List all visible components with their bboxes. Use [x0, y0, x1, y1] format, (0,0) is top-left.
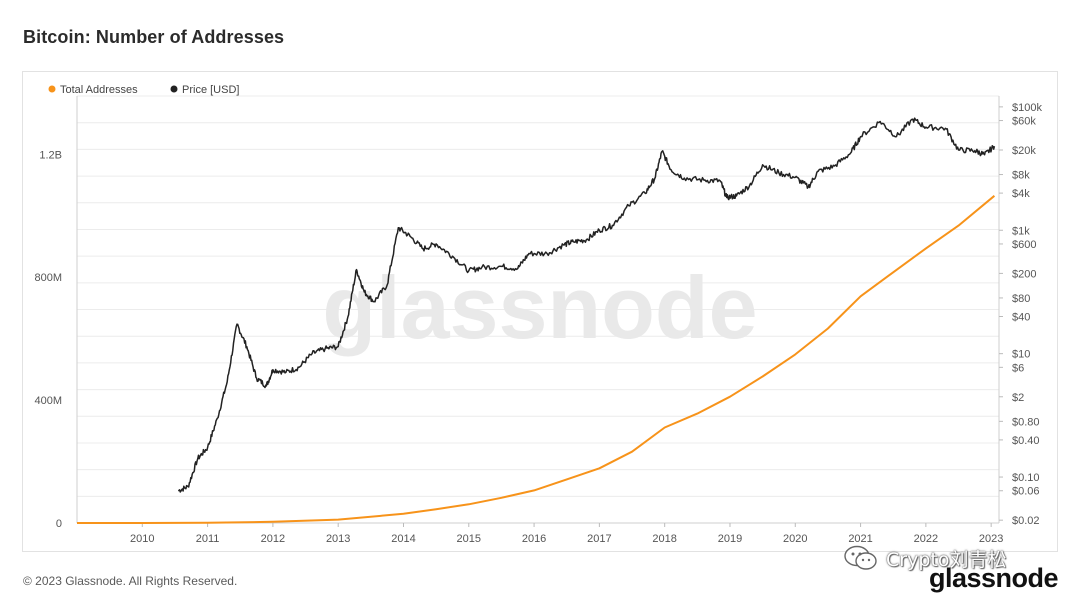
y-right-tick-label: $20k — [1012, 145, 1036, 157]
x-tick-label: 2015 — [457, 533, 481, 545]
x-tick-label: 2016 — [522, 533, 546, 545]
x-tick-label: 2013 — [326, 533, 350, 545]
x-tick-label: 2012 — [261, 533, 285, 545]
y-right-tick-label: $10 — [1012, 349, 1030, 361]
y-right-tick-label: $2 — [1012, 392, 1024, 404]
y-right-tick-label: $200 — [1012, 268, 1036, 280]
legend-marker — [170, 85, 178, 93]
glassnode-watermark: glassnode — [322, 258, 757, 357]
x-tick-label: 2010 — [130, 533, 154, 545]
y-left-tick-label: 800M — [34, 272, 62, 284]
chart-legend: Total Addresses Price [USD] — [48, 84, 239, 96]
y-right-tick-label: $6 — [1012, 362, 1024, 374]
left-axis: 0 400M 800M 1.2B — [34, 149, 62, 530]
y-right-tick-label: $80 — [1012, 293, 1030, 305]
x-tick-label: 2017 — [587, 533, 611, 545]
legend-label: Total Addresses — [60, 84, 138, 96]
series-layer — [77, 117, 996, 524]
page-title: Bitcoin: Number of Addresses — [23, 27, 285, 47]
wechat-badge: Crypto刘青松 — [842, 543, 1006, 573]
y-right-tick-label: $0.10 — [1012, 472, 1040, 484]
y-right-tick-label: $1k — [1012, 225, 1030, 237]
y-right-tick-label: $0.06 — [1012, 486, 1040, 498]
y-left-tick-label: 0 — [56, 518, 62, 530]
y-left-tick-label: 1.2B — [39, 149, 62, 161]
y-left-tick-label: 400M — [34, 395, 62, 407]
y-right-tick-label: $40 — [1012, 312, 1030, 324]
x-tick-label: 2021 — [848, 533, 872, 545]
y-right-tick-label: $8k — [1012, 170, 1030, 182]
right-axis: $100k$60k$20k$8k$4k$1k$600$200$80$40$10$… — [999, 102, 1042, 527]
x-tick-label: 2022 — [914, 533, 938, 545]
legend-marker — [48, 85, 56, 93]
x-tick-label: 2023 — [979, 533, 1003, 545]
grid-lines — [76, 95, 1000, 524]
wechat-icon — [844, 545, 877, 570]
y-right-tick-label: $60k — [1012, 116, 1036, 128]
y-right-tick-label: $600 — [1012, 239, 1036, 251]
y-right-tick-label: $0.80 — [1012, 416, 1040, 428]
copyright-text: © 2023 Glassnode. All Rights Reserved. — [23, 574, 238, 588]
x-tick-label: 2014 — [391, 533, 415, 545]
x-tick-label: 2019 — [718, 533, 742, 545]
x-tick-label: 2020 — [783, 533, 807, 545]
y-right-tick-label: $4k — [1012, 188, 1030, 200]
total-addresses-line — [77, 195, 996, 524]
x-tick-label: 2018 — [652, 533, 676, 545]
glassnode-logo: glassnode — [928, 563, 1059, 593]
legend-label: Price [USD] — [182, 84, 239, 96]
wechat-account-name: Crypto刘青松 — [886, 548, 1007, 571]
y-right-tick-label: $100k — [1012, 102, 1042, 114]
x-tick-label: 2011 — [196, 533, 220, 545]
y-right-tick-label: $0.02 — [1012, 515, 1040, 527]
price-usd-line — [177, 117, 996, 493]
y-right-tick-label: $0.40 — [1012, 435, 1040, 447]
x-axis: 2010 2011 2012 2013 2014 2015 2016 2017 2018 2019… — [130, 523, 1003, 545]
